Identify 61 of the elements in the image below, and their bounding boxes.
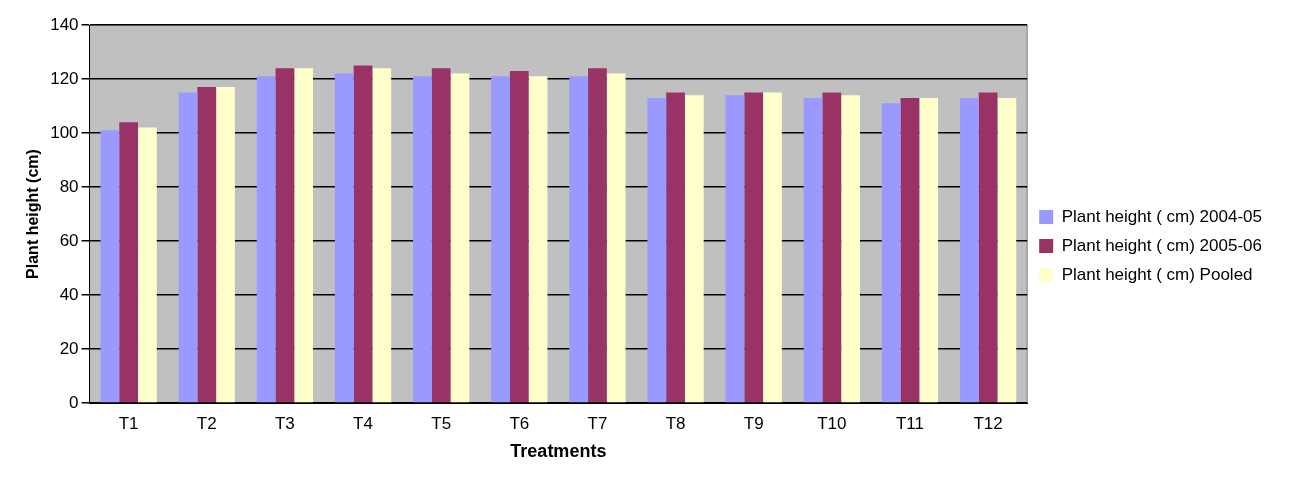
y-tick-label: 40 xyxy=(59,284,79,304)
bar xyxy=(197,87,217,403)
bar xyxy=(256,76,276,403)
bar xyxy=(275,68,295,403)
bar xyxy=(881,103,901,403)
bar xyxy=(509,70,529,403)
y-tick-label: 140 xyxy=(50,14,79,34)
bar xyxy=(138,127,157,403)
y-tick-label: 60 xyxy=(59,230,79,250)
bar xyxy=(684,95,704,403)
bar xyxy=(959,97,979,403)
bar xyxy=(413,76,432,403)
legend-label: Plant height ( cm) Pooled xyxy=(1061,264,1253,284)
bar xyxy=(353,65,373,403)
bar xyxy=(178,92,198,403)
bar xyxy=(822,92,842,403)
legend-label: Plant height ( cm) 2004-05 xyxy=(1061,206,1263,226)
x-tick-label: T9 xyxy=(743,413,764,433)
bar xyxy=(647,97,667,403)
y-tick-label: 20 xyxy=(59,338,79,358)
bar xyxy=(491,76,510,403)
legend-label: Plant height ( cm) 2005-06 xyxy=(1061,235,1263,255)
x-tick-label: T3 xyxy=(274,413,295,433)
bar xyxy=(841,95,860,403)
bar xyxy=(666,92,685,403)
bar xyxy=(744,92,764,403)
x-tick-label: T12 xyxy=(973,413,1003,433)
bar xyxy=(997,97,1017,403)
bar xyxy=(216,87,235,403)
bar xyxy=(725,95,745,403)
bar xyxy=(431,68,451,403)
bar xyxy=(978,92,998,403)
bar xyxy=(100,130,120,403)
bar xyxy=(334,73,354,403)
bar xyxy=(569,76,589,403)
y-tick-label: 0 xyxy=(69,392,79,412)
x-tick-label: T8 xyxy=(665,413,686,433)
bar xyxy=(528,76,548,403)
bar xyxy=(900,97,920,403)
bar xyxy=(294,68,314,403)
x-tick-label: T10 xyxy=(817,413,847,433)
x-tick-label: T4 xyxy=(353,413,373,433)
y-tick-label: 80 xyxy=(59,176,79,196)
x-axis-title: Treatments xyxy=(510,441,607,462)
x-tick-label: T1 xyxy=(118,413,139,433)
bar xyxy=(588,68,607,403)
bar xyxy=(803,97,823,403)
bar xyxy=(372,68,392,403)
x-tick-label: T2 xyxy=(196,413,217,433)
bar xyxy=(606,73,626,403)
x-tick-label: T6 xyxy=(509,413,530,433)
y-tick-label: 100 xyxy=(50,122,79,142)
bar xyxy=(919,97,939,403)
x-tick-label: T11 xyxy=(895,413,924,433)
x-tick-label: T7 xyxy=(587,413,608,433)
bar xyxy=(763,92,782,403)
bar xyxy=(450,73,470,403)
bar xyxy=(119,122,139,403)
y-axis-title: Plant height (cm) xyxy=(24,149,42,279)
x-tick-label: T5 xyxy=(431,413,452,433)
y-tick-label: 120 xyxy=(50,68,79,88)
